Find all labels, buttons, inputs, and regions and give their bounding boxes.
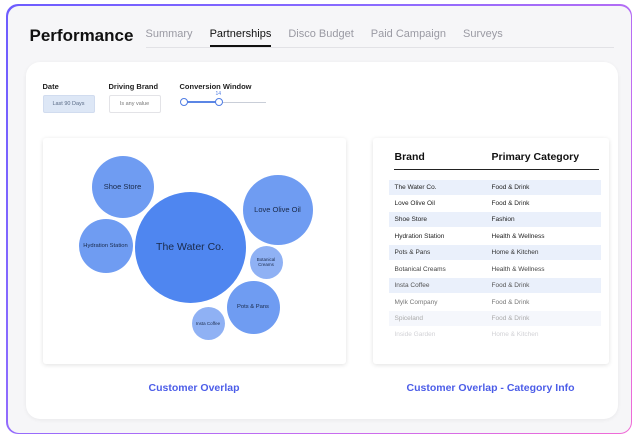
conversion-window-slider[interactable] <box>183 101 266 103</box>
app-window: Performance Summary Partnerships Disco B… <box>7 5 631 433</box>
slider-max-handle[interactable] <box>214 97 223 106</box>
bubble-hydration-station[interactable]: Hydration Station <box>78 218 133 273</box>
table-row[interactable]: Love Olive Oil Food & Drink <box>389 196 601 211</box>
category-cell: Home & Kitchen <box>491 330 539 338</box>
bubble-pots-and-pans[interactable]: Pots & Pans <box>226 280 280 334</box>
table-row[interactable]: Spiceland Food & Drink <box>388 310 601 326</box>
bubble-shoe-store[interactable]: Shoe Store <box>91 155 154 218</box>
brand-cell: The Water Co. <box>394 183 437 191</box>
date-filter[interactable]: Last 90 Days <box>42 94 95 113</box>
brand-cell: Mylk Company <box>394 298 438 306</box>
customer-overlap-caption: Customer Overlap <box>148 381 240 394</box>
table-row[interactable]: Pots & Pans Home & Kitchen <box>388 244 601 260</box>
category-cell: Food & Drink <box>491 314 530 322</box>
tab-bar: Summary Partnerships Disco Budget Paid C… <box>146 28 520 47</box>
bubble-botanical-creams[interactable]: Botanical Creams <box>249 245 283 279</box>
bubble-love-olive-oil[interactable]: Love Olive Oil <box>242 174 313 245</box>
driving-brand-filter[interactable]: Is any value <box>108 94 161 113</box>
table-header-rule <box>393 168 599 170</box>
brand-cell: Spiceland <box>394 314 424 322</box>
brand-cell: Love Olive Oil <box>394 199 435 207</box>
category-info-panel: Brand Primary Category The Water Co. Foo… <box>372 137 609 364</box>
date-filter-label: Date <box>42 81 59 91</box>
brand-cell: Hydration Station <box>394 232 445 240</box>
category-cell: Food & Drink <box>491 281 530 289</box>
tab-partnerships[interactable]: Partnerships <box>209 28 272 47</box>
table-row[interactable]: The Water Co. Food & Drink <box>388 179 601 195</box>
slider-fill <box>183 101 219 103</box>
category-cell: Health & Wellness <box>491 232 545 240</box>
brand-cell: Inside Garden <box>394 330 436 338</box>
slider-value: 14 <box>215 90 222 97</box>
customer-overlap-panel: The Water Co. Shoe Store Love Olive Oil … <box>42 137 346 364</box>
tab-disco-budget[interactable]: Disco Budget <box>288 27 354 40</box>
tab-summary[interactable]: Summary <box>145 27 193 40</box>
category-info-caption: Customer Overlap - Category Info <box>406 381 575 394</box>
driving-brand-label: Driving Brand <box>108 81 159 91</box>
column-header-primary-category[interactable]: Primary Category <box>491 150 580 163</box>
tab-surveys[interactable]: Surveys <box>462 27 503 40</box>
tab-paid-campaign[interactable]: Paid Campaign <box>370 27 446 40</box>
bubble-insta-coffee[interactable]: Insta Coffee <box>191 306 225 340</box>
category-cell: Home & Kitchen <box>491 248 539 256</box>
table-row[interactable]: Shoe Store Fashion <box>388 211 601 227</box>
dashboard-card: Date Last 90 Days Driving Brand Is any v… <box>25 61 618 419</box>
table-row[interactable]: Mylk Company Food & Drink <box>389 295 601 310</box>
category-cell: Food & Drink <box>491 199 530 207</box>
column-header-brand[interactable]: Brand <box>394 150 425 163</box>
app-frame: Performance Summary Partnerships Disco B… <box>6 4 632 434</box>
brand-cell: Pots & Pans <box>394 248 431 256</box>
category-cell: Fashion <box>491 215 515 223</box>
table-row[interactable]: Hydration Station Health & Wellness <box>389 229 601 244</box>
tab-divider <box>145 46 614 48</box>
category-cell: Food & Drink <box>491 298 530 306</box>
bubble-the-water-co[interactable]: The Water Co. <box>134 191 246 303</box>
table-row[interactable]: Insta Coffee Food & Drink <box>388 277 601 293</box>
brand-cell: Insta Coffee <box>394 281 430 289</box>
category-cell: Food & Drink <box>491 183 530 191</box>
category-cell: Health & Wellness <box>491 265 545 273</box>
page-title: Performance <box>29 25 134 45</box>
brand-cell: Shoe Store <box>394 215 428 223</box>
conversion-window-label: Conversion Window <box>179 81 252 91</box>
brand-cell: Botanical Creams <box>394 265 446 273</box>
slider-min-handle[interactable] <box>179 97 188 106</box>
table-row[interactable]: Inside Garden Home & Kitchen <box>389 327 601 342</box>
table-row[interactable]: Botanical Creams Health & Wellness <box>389 262 601 277</box>
